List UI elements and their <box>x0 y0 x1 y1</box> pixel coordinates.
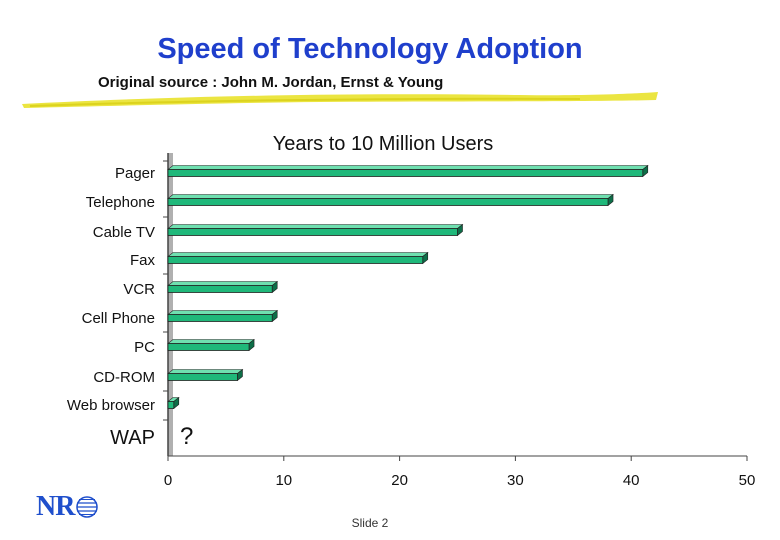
x-tick-label: 30 <box>507 472 524 489</box>
chart-title: Years to 10 Million Users <box>273 133 493 155</box>
x-tick-label: 40 <box>623 472 640 489</box>
highlighter-stroke <box>22 92 658 108</box>
nr-logo: NR <box>36 491 99 522</box>
bar <box>167 343 250 351</box>
category-label: Web browser <box>67 397 155 414</box>
bar-top <box>167 369 244 374</box>
bar <box>167 314 273 322</box>
bar <box>167 228 458 236</box>
bar-top <box>167 165 649 170</box>
x-tick-label: 10 <box>275 472 292 489</box>
bar-top <box>167 339 255 344</box>
category-label: VCR <box>123 281 155 298</box>
slide-number: Slide 2 <box>351 516 389 530</box>
globe-icon <box>76 496 99 518</box>
bar-top <box>167 310 279 315</box>
bar <box>167 198 609 206</box>
category-label: Pager <box>115 165 155 182</box>
bar-top <box>167 281 279 286</box>
bar <box>167 373 238 381</box>
category-label: Cable TV <box>93 224 155 241</box>
category-label: Fax <box>130 252 156 269</box>
slide-title: Speed of Technology Adoption <box>157 33 583 65</box>
bar <box>167 256 424 264</box>
bar-top <box>167 194 614 199</box>
axis-wall <box>168 153 173 456</box>
x-tick-label: 20 <box>391 472 408 489</box>
bar <box>167 401 175 409</box>
x-tick-label: 50 <box>739 472 756 489</box>
bar <box>167 169 644 177</box>
logo-text: NR <box>36 491 75 522</box>
bar <box>167 285 273 293</box>
unknown-value-annotation: ? <box>180 423 193 450</box>
category-label: CD-ROM <box>93 369 155 386</box>
category-label: WAP <box>110 427 155 449</box>
slide-subtitle: Original source : John M. Jordan, Ernst … <box>98 74 444 91</box>
category-label: Telephone <box>86 194 155 211</box>
bar-top <box>167 224 464 229</box>
x-tick-label: 0 <box>164 472 172 489</box>
category-label: Cell Phone <box>82 310 155 327</box>
bar-top <box>167 252 429 257</box>
category-label: PC <box>134 339 155 356</box>
